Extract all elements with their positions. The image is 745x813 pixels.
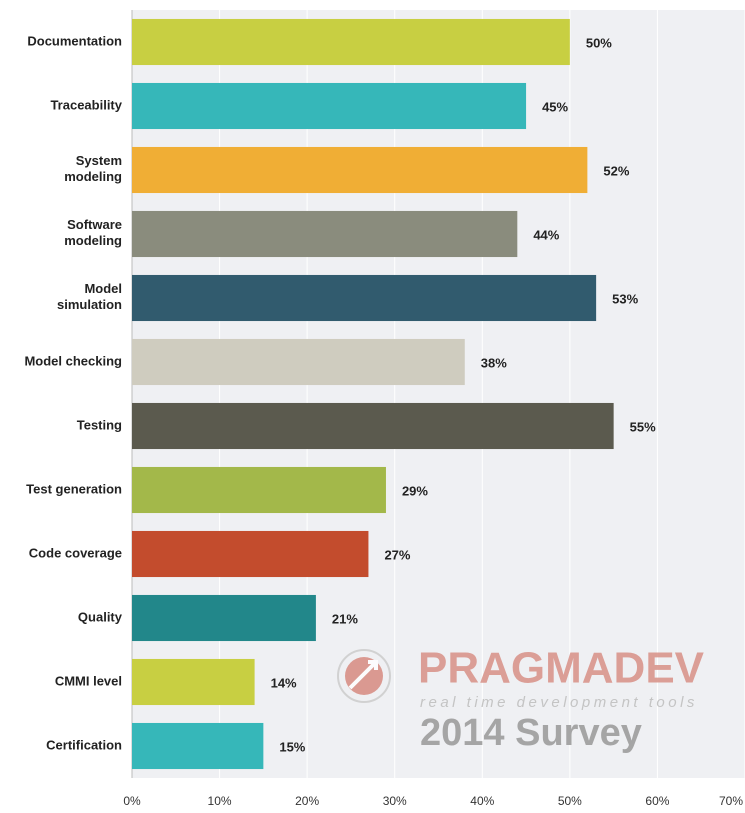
- y-tick-label: System modeling: [64, 153, 122, 184]
- x-tick-label: 20%: [295, 794, 319, 808]
- bar: [132, 594, 316, 642]
- bar: [132, 722, 264, 770]
- y-tick-label: Code coverage: [29, 545, 122, 560]
- y-tick-label: Software modeling: [64, 217, 122, 248]
- value-label: 50%: [586, 35, 612, 50]
- value-label: 38%: [481, 355, 507, 370]
- bar: [132, 402, 614, 450]
- value-label: 27%: [384, 547, 410, 562]
- x-tick-label: 10%: [208, 794, 232, 808]
- x-tick-label: 60%: [645, 794, 669, 808]
- bar: [132, 658, 255, 706]
- y-tick-label: Certification: [46, 737, 122, 752]
- label-line: modeling: [64, 233, 122, 248]
- label-line: modeling: [64, 169, 122, 184]
- value-label: 15%: [279, 739, 305, 754]
- x-tick-label: 70%: [719, 794, 743, 808]
- label-line: Software: [67, 217, 122, 232]
- x-tick-label: 30%: [383, 794, 407, 808]
- y-tick-label: CMMI level: [55, 673, 122, 688]
- bar: [132, 274, 597, 322]
- value-label: 14%: [271, 675, 297, 690]
- bar: [132, 338, 465, 386]
- bar: [132, 466, 386, 514]
- label-line: Model: [84, 281, 122, 296]
- value-label: 45%: [542, 99, 568, 114]
- y-tick-label: Traceability: [50, 97, 122, 112]
- value-label: 52%: [603, 163, 629, 178]
- watermark: [337, 649, 391, 703]
- label-line: simulation: [57, 297, 122, 312]
- bar: [132, 82, 527, 130]
- y-tick-label: Model simulation: [57, 281, 122, 312]
- y-tick-label: Test generation: [26, 481, 122, 496]
- bar: [132, 18, 570, 66]
- y-tick-label: Documentation: [27, 33, 122, 48]
- logo-arrow: [348, 660, 378, 690]
- label-line: System: [76, 153, 122, 168]
- value-label: 21%: [332, 611, 358, 626]
- x-tick-label: 0%: [123, 794, 141, 808]
- plot-area: [132, 10, 745, 778]
- value-label: 44%: [533, 227, 559, 242]
- value-label: 53%: [612, 291, 638, 306]
- y-tick-label: Testing: [77, 417, 122, 432]
- tagline: real time development tools: [420, 694, 698, 711]
- logo-ring: [337, 649, 391, 703]
- x-tick-label: 50%: [558, 794, 582, 808]
- x-tick-label: 40%: [470, 794, 494, 808]
- bar: [132, 530, 369, 578]
- value-label: 29%: [402, 483, 428, 498]
- value-label: 55%: [630, 419, 656, 434]
- y-tick-label: Quality: [78, 609, 123, 624]
- bar: [132, 146, 588, 194]
- brand: PRAGMADEV: [418, 644, 705, 693]
- bar: [132, 210, 518, 258]
- y-tick-label: Model checking: [24, 353, 122, 368]
- survey: 2014 Survey: [420, 712, 642, 754]
